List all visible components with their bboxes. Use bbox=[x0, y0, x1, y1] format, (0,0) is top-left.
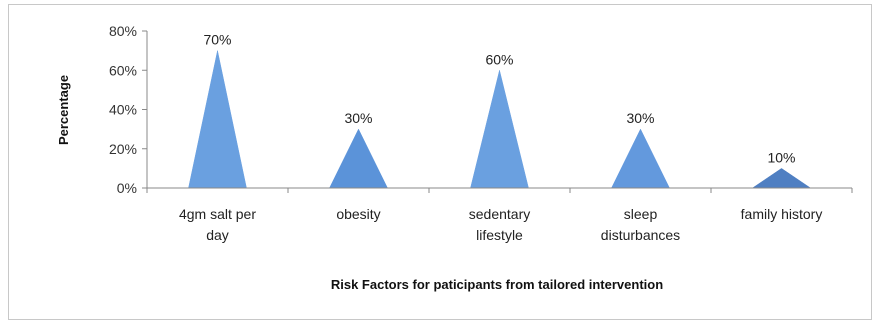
y-tick-label: 20% bbox=[109, 141, 137, 157]
y-tick-label: 80% bbox=[109, 23, 137, 39]
x-tick-label: obesity bbox=[336, 206, 380, 222]
data-label: 60% bbox=[485, 51, 513, 67]
x-tick-label-line: lifestyle bbox=[476, 227, 523, 243]
peak-mark bbox=[329, 128, 388, 189]
x-tick-label-line: obesity bbox=[336, 206, 380, 222]
chart-frame bbox=[8, 4, 872, 320]
x-tick-label-line: day bbox=[206, 227, 229, 243]
y-tick-label: 0% bbox=[117, 180, 137, 196]
x-tick-label: sleep disturbances bbox=[601, 206, 680, 243]
y-axis-title: Percentage bbox=[56, 75, 71, 145]
y-tick-label: 60% bbox=[109, 62, 137, 78]
x-tick-label-line: 4gm salt per bbox=[179, 206, 256, 222]
data-label: 30% bbox=[344, 110, 372, 126]
peak-mark bbox=[470, 70, 529, 189]
x-tick-label: family history bbox=[741, 206, 823, 222]
chart-marks: 70% 4gm salt per day 30% obesity 60% sedentary… bbox=[179, 32, 822, 243]
x-axis-title: Risk Factors for paticipants from tailor… bbox=[331, 277, 663, 292]
x-tick-label: 4gm salt per day bbox=[179, 206, 256, 243]
y-tick-label: 40% bbox=[109, 102, 137, 118]
x-tick-label-line: family history bbox=[741, 206, 823, 222]
x-tick-label-line: sedentary bbox=[469, 206, 530, 222]
x-tick-label-line: disturbances bbox=[601, 227, 680, 243]
data-label: 30% bbox=[626, 110, 654, 126]
x-tick-label-line: sleep bbox=[624, 206, 658, 222]
peak-mark bbox=[188, 50, 247, 189]
peak-mark bbox=[751, 168, 812, 189]
peak-mark bbox=[611, 128, 670, 189]
x-tick-label: sedentary lifestyle bbox=[469, 206, 530, 243]
chart-axes: 0% 20% 40% 60% 80% bbox=[109, 23, 853, 196]
data-label: 70% bbox=[203, 32, 231, 48]
data-label: 10% bbox=[767, 149, 795, 165]
